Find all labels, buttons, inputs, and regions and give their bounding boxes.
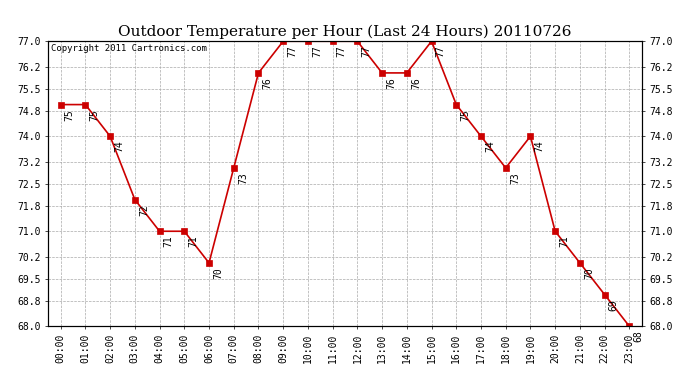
Text: 72: 72 <box>139 204 149 216</box>
Text: 71: 71 <box>188 236 199 247</box>
Text: 73: 73 <box>510 172 520 184</box>
Text: 74: 74 <box>535 140 544 152</box>
Text: 71: 71 <box>560 236 569 247</box>
Text: 70: 70 <box>213 267 223 279</box>
Text: 77: 77 <box>435 45 446 57</box>
Text: Copyright 2011 Cartronics.com: Copyright 2011 Cartronics.com <box>51 44 207 53</box>
Text: 68: 68 <box>633 330 644 342</box>
Text: 69: 69 <box>609 299 619 310</box>
Text: 76: 76 <box>386 77 396 89</box>
Text: 75: 75 <box>90 109 99 120</box>
Title: Outdoor Temperature per Hour (Last 24 Hours) 20110726: Outdoor Temperature per Hour (Last 24 Ho… <box>118 24 572 39</box>
Text: 74: 74 <box>485 140 495 152</box>
Text: 76: 76 <box>263 77 273 89</box>
Text: 75: 75 <box>460 109 471 120</box>
Text: 77: 77 <box>312 45 322 57</box>
Text: 71: 71 <box>164 236 174 247</box>
Text: 77: 77 <box>337 45 347 57</box>
Text: 70: 70 <box>584 267 594 279</box>
Text: 77: 77 <box>287 45 297 57</box>
Text: 77: 77 <box>362 45 371 57</box>
Text: 75: 75 <box>65 109 75 120</box>
Text: 73: 73 <box>238 172 248 184</box>
Text: 74: 74 <box>115 140 124 152</box>
Text: 76: 76 <box>411 77 421 89</box>
